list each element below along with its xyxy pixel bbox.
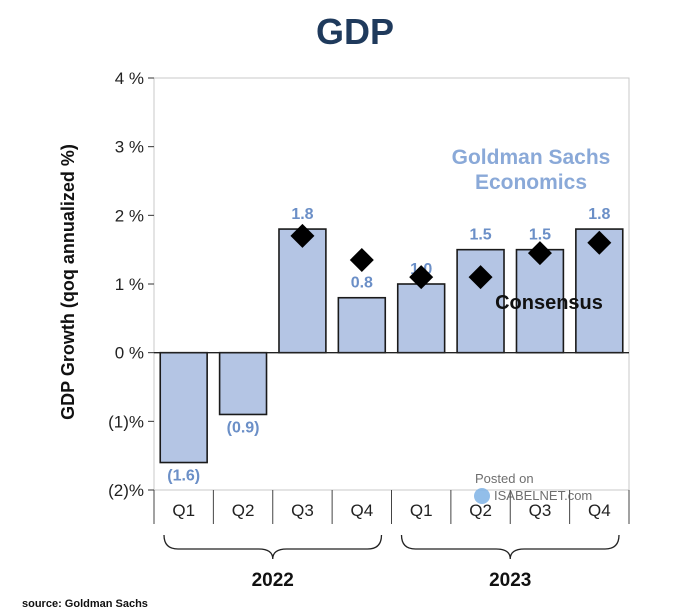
year-brace xyxy=(163,534,383,560)
bar-value-label: 1.5 xyxy=(469,227,491,244)
x-tick-label: Q2 xyxy=(232,501,255,520)
x-tick-label: Q1 xyxy=(410,501,433,520)
consensus-marker xyxy=(527,241,552,266)
consensus-annotation: Consensus xyxy=(495,292,603,314)
bar-value-label: 0.8 xyxy=(351,275,373,292)
consensus-marker xyxy=(468,265,493,290)
consensus-marker xyxy=(349,247,374,272)
chart-title: GDP xyxy=(316,11,394,52)
x-tick-label: Q4 xyxy=(588,501,611,520)
plot-area: 4 % 3 % 2 % 1 % 0 % (1)% (2)% (1.6) (0.9) 1.8 0.8 1… xyxy=(108,69,630,591)
isabelnet-logo-icon xyxy=(474,488,490,504)
consensus-marker xyxy=(587,230,612,255)
x-tick-label: Q3 xyxy=(529,501,552,520)
year-label: 2023 xyxy=(489,570,531,591)
gs-annotation-line1: Goldman Sachs xyxy=(452,146,611,169)
bar xyxy=(218,351,268,416)
x-tick-label: Q3 xyxy=(291,501,314,520)
watermark: Posted on ISABELNET.com xyxy=(474,471,592,504)
bar xyxy=(278,228,327,354)
bar-value-label: 1.8 xyxy=(291,206,313,223)
bar xyxy=(337,296,387,354)
x-tick-label: Q2 xyxy=(469,501,492,520)
consensus-marker xyxy=(409,265,434,290)
y-tick-label: 3 % xyxy=(115,138,144,157)
y-tick-label: 0 % xyxy=(115,344,144,363)
y-tick-label: (2)% xyxy=(108,481,144,500)
bar xyxy=(159,351,208,464)
bar-value-label: (0.9) xyxy=(227,419,260,436)
bar-value-label: 1.8 xyxy=(588,206,610,223)
y-tick-label: 2 % xyxy=(115,206,144,225)
year-brace xyxy=(400,534,620,560)
x-tick-label: Q1 xyxy=(172,501,195,520)
x-tick-label: Q4 xyxy=(350,501,373,520)
watermark-line1: Posted on xyxy=(475,471,534,486)
y-axis-label: GDP Growth (qoq annualized %) xyxy=(58,144,78,420)
y-tick-label: 1 % xyxy=(115,275,144,294)
consensus-marker xyxy=(290,223,315,248)
y-tick-label: (1)% xyxy=(108,412,144,431)
gs-annotation-line2: Economics xyxy=(475,171,587,194)
watermark-line2: ISABELNET.com xyxy=(494,488,592,503)
year-label: 2022 xyxy=(252,570,294,591)
bar-value-label: 1.5 xyxy=(529,227,551,244)
y-tick-label: 4 % xyxy=(115,69,144,88)
bar-value-label: (1.6) xyxy=(167,468,200,485)
bar xyxy=(396,283,446,354)
source-note: source: Goldman Sachs xyxy=(22,598,148,610)
